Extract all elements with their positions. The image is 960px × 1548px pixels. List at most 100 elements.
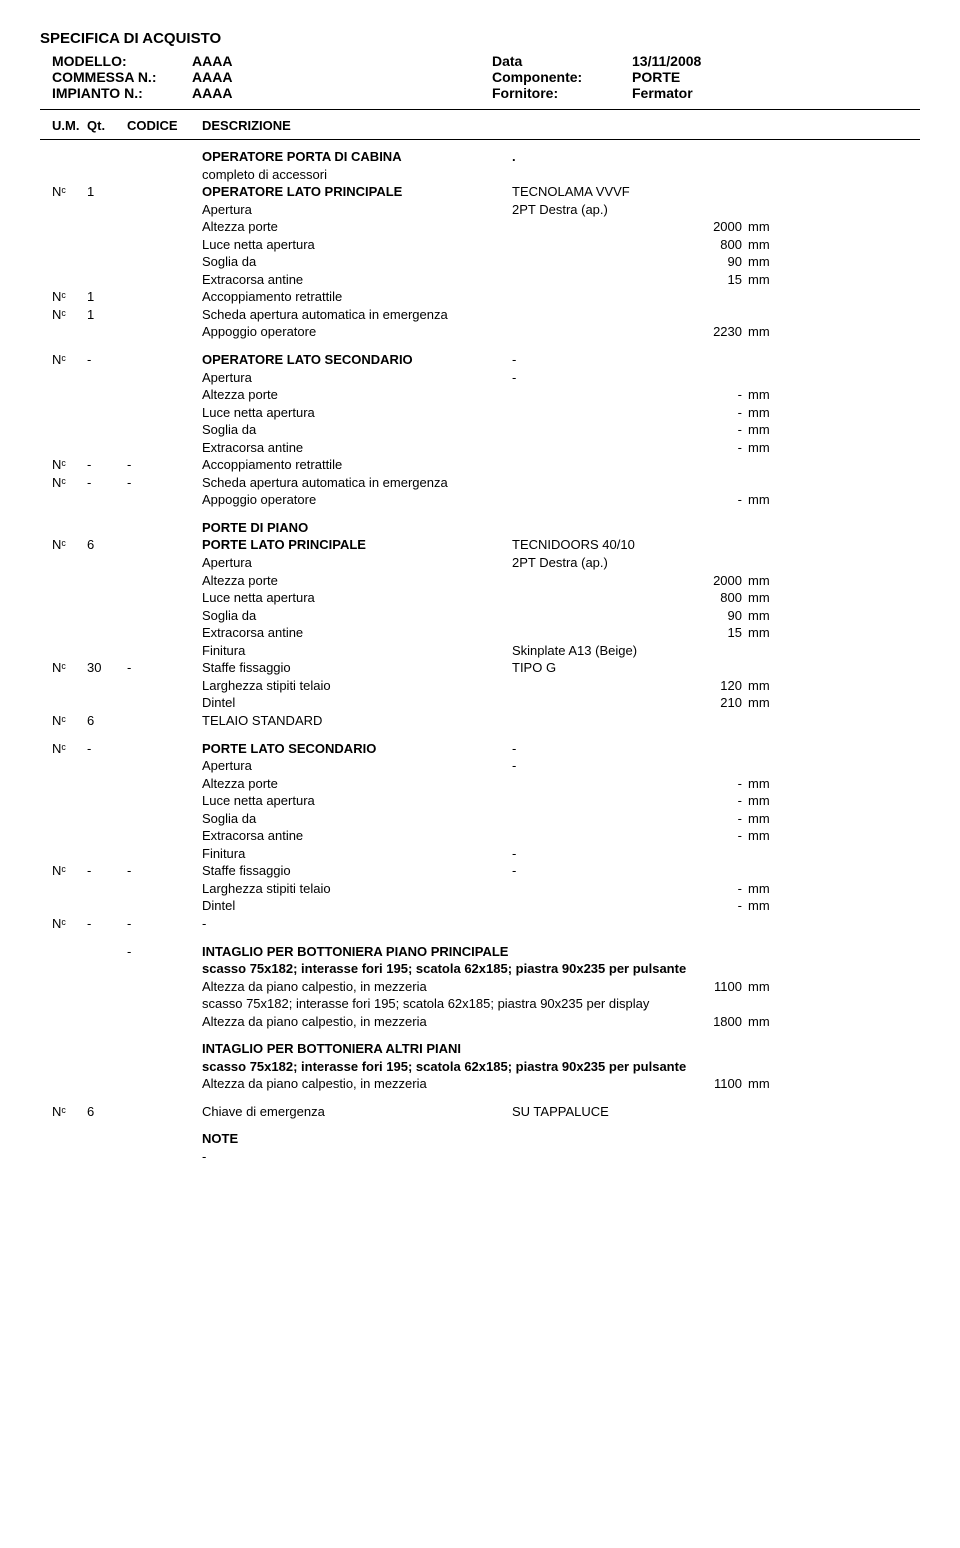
s4-larg-val: -: [512, 880, 748, 898]
s1-appoggio: Appoggio operatore: [202, 323, 512, 341]
header-data-label: Data: [492, 53, 632, 69]
s4-r1-val: -: [512, 740, 748, 758]
header-modello-label: MODELLO:: [52, 53, 192, 69]
s2-r1-qt: -: [87, 351, 127, 369]
s4-r3-qt: -: [87, 915, 127, 933]
s1-r1-desc: OPERATORE LATO PRINCIPALE: [202, 183, 512, 201]
s1-r1-val: TECNOLAMA VVVF: [512, 183, 748, 201]
s2-apertura: Apertura: [202, 369, 512, 387]
s1-extra-u: mm: [748, 271, 788, 289]
s4-extra-val: -: [512, 827, 748, 845]
s2-r3-um: Nᶜ: [52, 474, 87, 492]
s5-alt: Altezza da piano calpestio, in mezzeria: [202, 978, 512, 996]
s4-luce-val: -: [512, 792, 748, 810]
s4-r1-qt: -: [87, 740, 127, 758]
s3-r1-um: Nᶜ: [52, 536, 87, 554]
s1-r2-um: Nᶜ: [52, 288, 87, 306]
column-headers: U.M. Qt. CODICE DESCRIZIONE: [52, 118, 920, 133]
s1-appoggio-val: 2230: [512, 323, 748, 341]
s3-r1-qt: 6: [87, 536, 127, 554]
s2-soglia: Soglia da: [202, 421, 512, 439]
s3-r2-um: Nᶜ: [52, 659, 87, 677]
s6-alt-val: 1100: [512, 1075, 748, 1093]
s3-larg-val: 120: [512, 677, 748, 695]
s5-dash: -: [127, 943, 202, 961]
s4-finitura-val: -: [512, 845, 748, 863]
s4-altezza-u: mm: [748, 775, 788, 793]
s6-line1: scasso 75x182; interasse fori 195; scato…: [202, 1058, 772, 1076]
header-componente-value: PORTE: [632, 69, 772, 85]
s1-title: OPERATORE PORTA DI CABINA: [202, 148, 512, 166]
col-codice: CODICE: [127, 118, 202, 133]
s3-r3-qt: 6: [87, 712, 127, 730]
col-qt: Qt.: [87, 118, 127, 133]
col-um: U.M.: [52, 118, 87, 133]
s4-r3-um: Nᶜ: [52, 915, 87, 933]
s2-luce-u: mm: [748, 404, 788, 422]
s7-r1-desc: Chiave di emergenza: [202, 1103, 512, 1121]
s3-extra-u: mm: [748, 624, 788, 642]
s4-apertura-val: -: [512, 757, 748, 775]
note-dash: -: [202, 1148, 206, 1166]
s3-soglia-u: mm: [748, 607, 788, 625]
s4-extra-u: mm: [748, 827, 788, 845]
s4-altezza: Altezza porte: [202, 775, 512, 793]
s3-extra: Extracorsa antine: [202, 624, 512, 642]
s4-r2-um: Nᶜ: [52, 862, 87, 880]
s2-r3-qt: -: [87, 474, 127, 492]
s5-alt2-val: 1800: [512, 1013, 748, 1031]
s4-r1-um: Nᶜ: [52, 740, 87, 758]
s4-luce-u: mm: [748, 792, 788, 810]
s1-sub: completo di accessori: [202, 166, 512, 184]
s7-r1-qt: 6: [87, 1103, 127, 1121]
s2-altezza-val: -: [512, 386, 748, 404]
s4-r2-cd: -: [127, 862, 202, 880]
s4-extra: Extracorsa antine: [202, 827, 512, 845]
s7-r1-val: SU TAPPALUCE: [512, 1103, 748, 1121]
s2-r2-um: Nᶜ: [52, 456, 87, 474]
s1-soglia-val: 90: [512, 253, 748, 271]
s3-luce: Luce netta apertura: [202, 589, 512, 607]
s2-r1-desc: OPERATORE LATO SECONDARIO: [202, 351, 512, 369]
s1-extra: Extracorsa antine: [202, 271, 512, 289]
s3-dintel-u: mm: [748, 694, 788, 712]
s4-larg-u: mm: [748, 880, 788, 898]
s4-dintel: Dintel: [202, 897, 512, 915]
s3-dintel: Dintel: [202, 694, 512, 712]
header-modello-value: AAAA: [192, 53, 492, 69]
doc-title: SPECIFICA DI ACQUISTO: [40, 30, 920, 47]
header-impianto-value: AAAA: [192, 85, 492, 101]
s2-appoggio-val: -: [512, 491, 748, 509]
s3-title: PORTE DI PIANO: [202, 519, 512, 537]
s1-r1-qt: 1: [87, 183, 127, 201]
s1-r3-desc: Scheda apertura automatica in emergenza: [202, 306, 512, 324]
s3-r1-desc: PORTE LATO PRINCIPALE: [202, 536, 512, 554]
s3-r1-val: TECNIDOORS 40/10: [512, 536, 748, 554]
s4-dintel-val: -: [512, 897, 748, 915]
s3-r3-desc: TELAIO STANDARD: [202, 712, 512, 730]
s3-r2-cd: -: [127, 659, 202, 677]
s3-larg: Larghezza stipiti telaio: [202, 677, 512, 695]
divider-header: [40, 139, 920, 140]
s4-r2-desc: Staffe fissaggio: [202, 862, 512, 880]
header-fornitore-label: Fornitore:: [492, 85, 632, 101]
s2-soglia-val: -: [512, 421, 748, 439]
s2-appoggio-u: mm: [748, 491, 788, 509]
s1-altezza-u: mm: [748, 218, 788, 236]
s5-alt-u: mm: [748, 978, 788, 996]
divider-top: [40, 109, 920, 110]
s1-apertura-val: 2PT Destra (ap.): [512, 201, 748, 219]
s7-r1-um: Nᶜ: [52, 1103, 87, 1121]
s2-appoggio: Appoggio operatore: [202, 491, 512, 509]
s3-r2-desc: Staffe fissaggio: [202, 659, 512, 677]
s1-r2-qt: 1: [87, 288, 127, 306]
s1-extra-val: 15: [512, 271, 748, 289]
s1-apertura: Apertura: [202, 201, 512, 219]
s1-altezza-val: 2000: [512, 218, 748, 236]
s1-soglia-u: mm: [748, 253, 788, 271]
s2-extra: Extracorsa antine: [202, 439, 512, 457]
s4-larg: Larghezza stipiti telaio: [202, 880, 512, 898]
s2-r3-cd: -: [127, 474, 202, 492]
s4-soglia-val: -: [512, 810, 748, 828]
s2-r1-val: -: [512, 351, 748, 369]
